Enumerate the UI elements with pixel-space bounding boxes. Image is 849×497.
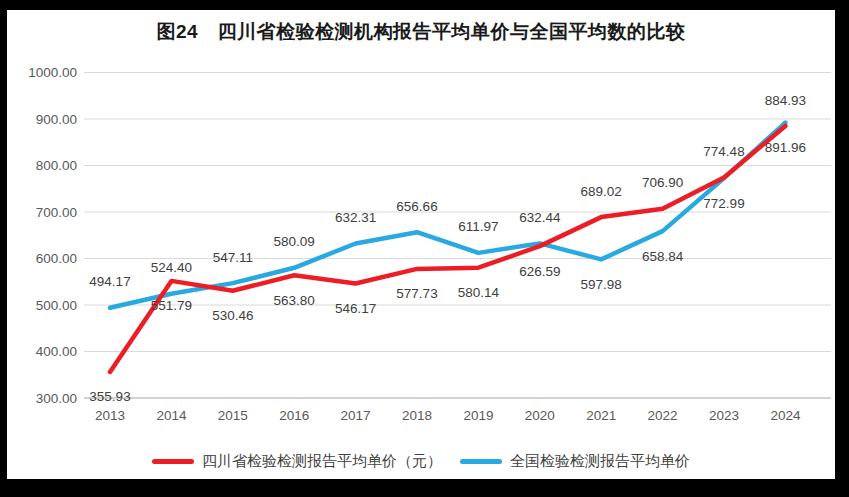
data-value-label: 626.59 — [519, 264, 560, 279]
y-axis-tick-label: 1000.00 — [28, 65, 77, 80]
y-axis-tick-label: 300.00 — [36, 391, 77, 406]
sichuan-series-line — [110, 126, 785, 372]
data-value-label: 891.96 — [765, 140, 806, 155]
data-value-label: 632.44 — [519, 210, 561, 225]
data-value-label: 774.48 — [703, 144, 744, 159]
data-value-label: 580.09 — [274, 234, 315, 249]
legend-swatch-blue-line — [460, 459, 502, 464]
x-axis-tick-label: 2017 — [341, 408, 371, 423]
x-axis-tick-label: 2020 — [525, 408, 555, 423]
x-axis-tick-label: 2021 — [586, 408, 616, 423]
data-value-label: 772.99 — [703, 196, 744, 211]
data-value-label: 689.02 — [581, 184, 622, 199]
x-axis-tick-label: 2015 — [218, 408, 248, 423]
x-axis-tick-label: 2024 — [770, 408, 801, 423]
x-axis-tick-label: 2016 — [279, 408, 309, 423]
data-value-label: 546.17 — [335, 301, 376, 316]
data-value-label: 551.79 — [151, 298, 192, 313]
chart-legend: 四川省检验检测报告平均单价（元） 全国检验检测报告平均单价 — [7, 448, 835, 474]
data-value-label: 494.17 — [89, 274, 130, 289]
data-value-label: 658.84 — [642, 249, 684, 264]
national-series-line — [110, 123, 785, 308]
legend-swatch-red-line — [152, 459, 194, 464]
y-axis-tick-label: 900.00 — [36, 112, 77, 127]
data-value-label: 547.11 — [213, 250, 253, 265]
data-value-label: 706.90 — [642, 175, 683, 190]
y-axis-tick-label: 800.00 — [36, 158, 77, 173]
x-axis-tick-label: 2022 — [648, 408, 678, 423]
data-value-label: 563.80 — [274, 293, 315, 308]
x-axis-tick-label: 2019 — [463, 408, 493, 423]
chart-canvas: 图24 四川省检验检测机构报告平均单价与全国平均数的比较 300.00400.0… — [7, 10, 835, 479]
legend-item-national: 全国检验检测报告平均单价 — [460, 452, 690, 471]
data-value-label: 524.40 — [151, 260, 192, 275]
data-value-label: 577.73 — [396, 286, 437, 301]
y-axis-tick-label: 500.00 — [36, 298, 77, 313]
data-value-label: 530.46 — [212, 308, 253, 323]
data-value-label: 580.14 — [458, 285, 500, 300]
data-value-label: 632.31 — [335, 210, 376, 225]
line-chart: 300.00 400.00 500.00 600.00 700.00 800.00 900.… — [7, 10, 835, 479]
x-axis-tick-label: 2018 — [402, 408, 432, 423]
y-axis-tick-label: 400.00 — [36, 344, 77, 359]
data-value-label: 597.98 — [581, 277, 622, 292]
x-axis-tick-label: 2023 — [709, 408, 739, 423]
y-axis-tick-label: 600.00 — [36, 251, 77, 266]
legend-item-sichuan: 四川省检验检测报告平均单价（元） — [152, 452, 442, 471]
legend-label: 四川省检验检测报告平均单价（元） — [202, 452, 442, 471]
y-axis-tick-label: 700.00 — [36, 205, 77, 220]
x-axis-tick-label: 2013 — [95, 408, 125, 423]
data-value-label: 611.97 — [458, 219, 498, 234]
x-axis-tick-label: 2014 — [156, 408, 187, 423]
data-value-label: 884.93 — [765, 93, 806, 108]
data-value-label: 656.66 — [396, 199, 437, 214]
legend-label: 全国检验检测报告平均单价 — [510, 452, 690, 471]
data-value-label: 355.93 — [89, 389, 130, 404]
image-black-frame: 图24 四川省检验检测机构报告平均单价与全国平均数的比较 300.00400.0… — [0, 0, 849, 497]
